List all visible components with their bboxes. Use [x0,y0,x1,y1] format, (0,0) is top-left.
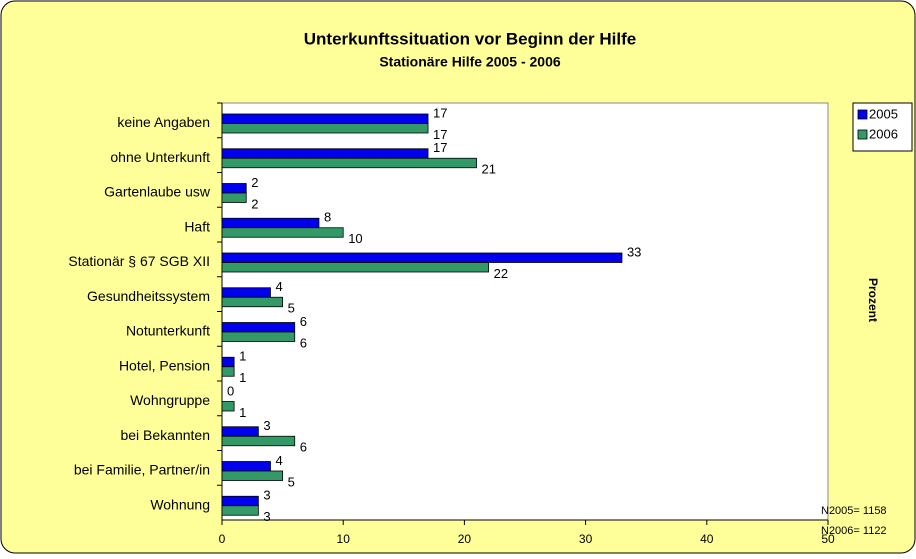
bar [221,148,429,159]
bar [221,366,235,377]
data-label: 17 [433,105,447,120]
data-label: 33 [627,244,641,259]
data-label: 1 [239,405,246,420]
data-label: 3 [263,418,270,433]
x-tick-label: 40 [700,532,714,546]
bar [221,287,271,298]
y-tick-label: Wohnung [150,496,210,512]
x-tick-label: 10 [337,532,351,546]
legend-swatch [857,109,868,120]
bar [221,461,271,472]
data-label: 2 [251,175,258,190]
x-tick-label: 30 [579,532,593,546]
axis-label: Prozent [866,278,880,322]
data-label: 2 [251,196,258,211]
x-tick-label: 50 [821,532,835,546]
bar [221,356,235,368]
data-label: 6 [300,440,307,455]
x-tick-label: 20 [458,532,472,546]
bar [221,252,623,263]
bar [221,217,320,229]
chart-title: Unterkunftssituation vor Beginn der Hilf… [304,29,636,48]
data-label: 6 [300,314,307,329]
bar [221,401,235,412]
data-label: 0 [227,383,234,398]
data-label: 6 [300,335,307,350]
legend-label: 2005 [869,106,898,121]
legend-swatch [857,129,868,140]
bar [221,123,429,134]
data-label: 3 [263,488,270,503]
y-tick-label: Gesundheitssystem [87,288,210,304]
chart-subtitle: Stationäre Hilfe 2005 - 2006 [379,54,561,70]
bar [221,296,283,308]
bar [221,262,490,273]
bar [221,426,259,437]
y-tick-label: ohne Unterkunft [110,149,210,165]
x-tick-label: 0 [219,532,226,546]
bar [221,322,296,333]
y-tick-label: Gartenlaube usw [104,184,211,200]
data-label: 1 [239,349,246,364]
data-label: 5 [288,474,295,489]
data-label: 1 [239,370,246,385]
y-tick-label: Haft [184,218,210,234]
bar [221,113,429,124]
plot-area [221,102,829,521]
bar [221,470,283,481]
legend [852,102,913,152]
data-label: 17 [433,140,447,155]
legend-label: 2006 [869,126,898,141]
bar [221,331,296,342]
data-label: 4 [275,279,282,294]
data-label: 22 [494,266,508,281]
data-label: 4 [275,453,282,468]
data-label: 10 [348,231,362,246]
y-tick-label: Wohngruppe [130,392,210,408]
y-tick-label: bei Bekannten [120,427,210,443]
data-label: 21 [482,162,496,177]
bar [221,495,259,507]
bar [221,183,247,194]
annotation: N2005= 1158 [821,505,887,517]
data-label: 17 [433,127,447,142]
data-label: 8 [324,210,331,225]
bar [221,227,344,238]
y-tick-label: bei Familie, Partner/in [74,462,210,478]
bar [221,435,296,447]
annotation: N2006= 1122 [821,525,887,537]
y-tick-label: keine Angaben [117,114,210,130]
bar [221,192,247,203]
data-label: 5 [288,301,295,316]
bar [221,505,259,516]
data-label: 3 [263,509,270,524]
y-tick-label: Notunterkunft [126,323,210,339]
y-tick-label: Stationär § 67 SGB XII [68,253,210,269]
bar [221,157,477,169]
y-tick-label: Hotel, Pension [119,357,210,373]
